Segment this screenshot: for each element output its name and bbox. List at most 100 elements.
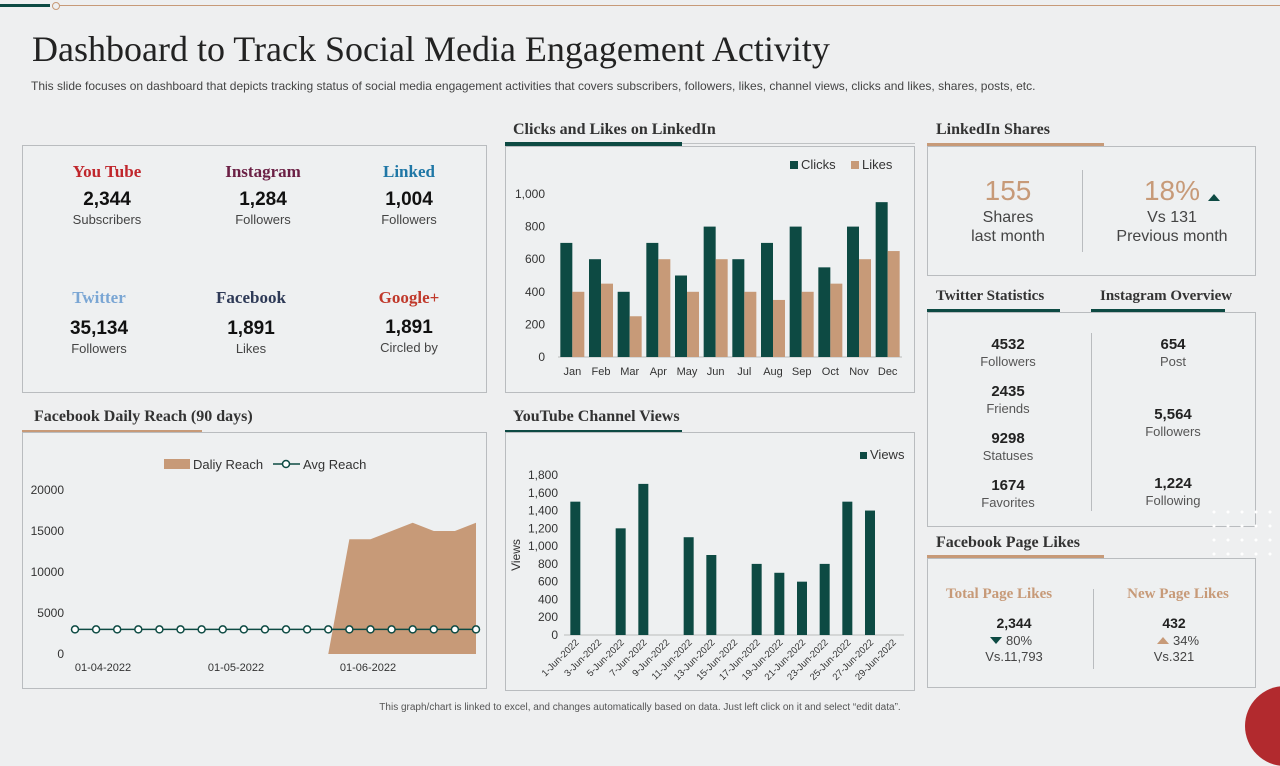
x-tick-label: Jun (707, 366, 725, 378)
views-bar (615, 528, 626, 635)
clicks-bar (617, 291, 630, 357)
y-tick-label: 400 (538, 592, 558, 606)
shares-label-1: Shares (982, 209, 1034, 226)
y-tick-label: 800 (525, 220, 545, 234)
y-tick-label: 400 (525, 285, 545, 299)
views-bar (819, 563, 830, 635)
facebook-likes-title: Facebook Page Likes (936, 534, 1080, 551)
legend-clicks-swatch (790, 161, 798, 169)
avg-reach-point (197, 625, 206, 634)
legend-views-label: Views (870, 447, 905, 462)
total-likes-vs: Vs.11,793 (985, 649, 1043, 664)
legend-daily-swatch (164, 459, 190, 469)
facebook-likes-underline (927, 555, 1104, 559)
legend-clicks-label: Clicks (801, 157, 836, 172)
total-likes-pct: 80% (1006, 633, 1033, 648)
facebook-reach-title: Facebook Daily Reach (90 days) (34, 408, 253, 425)
likes-bar (629, 316, 642, 357)
trend-down-icon (990, 637, 1002, 644)
google-name: Google+ (378, 288, 440, 307)
facebook-reach-chart: 0 5000 10000 15000 20000 01-04-2022 01-05-2022… (31, 457, 481, 674)
avg-reach-point (176, 625, 185, 634)
youtube-views-chart: 0 200 400 600 800 1,000 1,200 1,400 1,600 1,800 Vi… (509, 447, 905, 683)
google-value: 1,891 (385, 317, 433, 338)
instagram-post-value: 654 (1160, 336, 1186, 353)
facebook-name: Facebook (216, 288, 286, 307)
page-title: Dashboard to Track Social Media Engageme… (32, 29, 830, 69)
clicks-bar (646, 242, 659, 357)
x-tick-label: 01-06-2022 (340, 662, 396, 674)
y-tick-label: 0 (538, 350, 545, 364)
linkedin-shares-panel: 155 Shares last month 18% Vs 131 Previou… (927, 146, 1256, 276)
y-tick-label: 15000 (31, 524, 65, 538)
legend-likes-label: Likes (862, 157, 893, 172)
facebook-likes-panel: Total Page Likes 2,344 80% Vs.11,793 New… (927, 558, 1256, 688)
likes-bar (572, 291, 585, 357)
views-bar (842, 501, 853, 635)
likes-bar (744, 291, 757, 357)
linkedin-name: Linked (383, 162, 435, 181)
linkedin-shares-underline (927, 143, 1104, 147)
y-axis-label: Views (509, 539, 523, 571)
x-tick-label: Sep (792, 366, 812, 378)
y-tick-label: 20000 (31, 483, 65, 497)
clicks-bar (875, 202, 888, 357)
google-label: Circled by (380, 340, 438, 355)
legend-daily-label: Daliy Reach (193, 457, 263, 472)
avg-reach-point (450, 625, 460, 634)
twitter-stats-title: Twitter Statistics (936, 288, 1045, 304)
new-likes-title: New Page Likes (1127, 586, 1229, 602)
facebook-label: Likes (235, 341, 267, 356)
avg-reach-point (429, 625, 439, 634)
corner-circle-decoration (1245, 686, 1280, 766)
stats-divider (1091, 333, 1092, 511)
daily-reach-area (328, 522, 476, 654)
clicks-bar (675, 275, 687, 357)
shares-pct-value: 18% (1143, 175, 1201, 206)
y-tick-label: 1,800 (528, 468, 558, 482)
y-tick-label: 1,600 (528, 486, 558, 500)
shares-pct-label-1: Vs 131 (1147, 209, 1197, 226)
x-tick-label: Apr (650, 366, 667, 378)
avg-reach-point (408, 625, 417, 634)
views-bar (706, 555, 717, 635)
views-bar (751, 563, 762, 635)
instagram-followers-label: Followers (1145, 424, 1201, 439)
y-tick-label: 0 (551, 628, 558, 642)
avg-reach-point (281, 625, 291, 634)
views-bar (797, 581, 807, 635)
y-tick-label: 1,400 (528, 504, 558, 518)
instagram-overview-title: Instagram Overview (1100, 288, 1233, 304)
avg-reach-point (70, 625, 80, 634)
instagram-label: Followers (235, 212, 291, 227)
linkedin-shares-title: LinkedIn Shares (936, 121, 1050, 138)
youtube-views-title: YouTube Channel Views (513, 408, 680, 425)
y-tick-label: 5000 (37, 606, 64, 620)
facebook-value: 1,891 (227, 318, 275, 339)
top-rule (56, 5, 1280, 6)
likes-divider (1093, 589, 1094, 669)
shares-value: 155 (984, 175, 1032, 206)
avg-reach-point (260, 625, 270, 634)
y-tick-label: 200 (525, 317, 545, 331)
y-tick-label: 1,000 (528, 539, 558, 553)
instagram-following-label: Following (1145, 493, 1201, 508)
linkedin-clicks-rule (505, 143, 915, 144)
views-bar (570, 501, 581, 635)
likes-bar (859, 259, 871, 357)
youtube-name: You Tube (72, 162, 142, 181)
avg-reach-point (324, 625, 333, 634)
y-tick-label: 200 (538, 610, 558, 624)
likes-bar (658, 259, 671, 357)
avg-reach-point (218, 625, 227, 634)
twitter-stats-underline (927, 309, 1060, 313)
footer-note: This graph/chart is linked to excel, and… (379, 702, 901, 713)
page-subtitle: This slide focuses on dashboard that dep… (31, 79, 1036, 93)
x-tick-label: Dec (878, 366, 898, 378)
views-bar (683, 537, 694, 635)
instagram-value: 1,284 (239, 189, 287, 210)
top-rule-dot (52, 2, 60, 10)
views-bar (774, 572, 785, 635)
facebook-reach-panel: 0 5000 10000 15000 20000 01-04-2022 01-05-2022… (22, 432, 487, 689)
youtube-views-panel: 0 200 400 600 800 1,000 1,200 1,400 1,600 1,800 Vi… (505, 432, 915, 691)
